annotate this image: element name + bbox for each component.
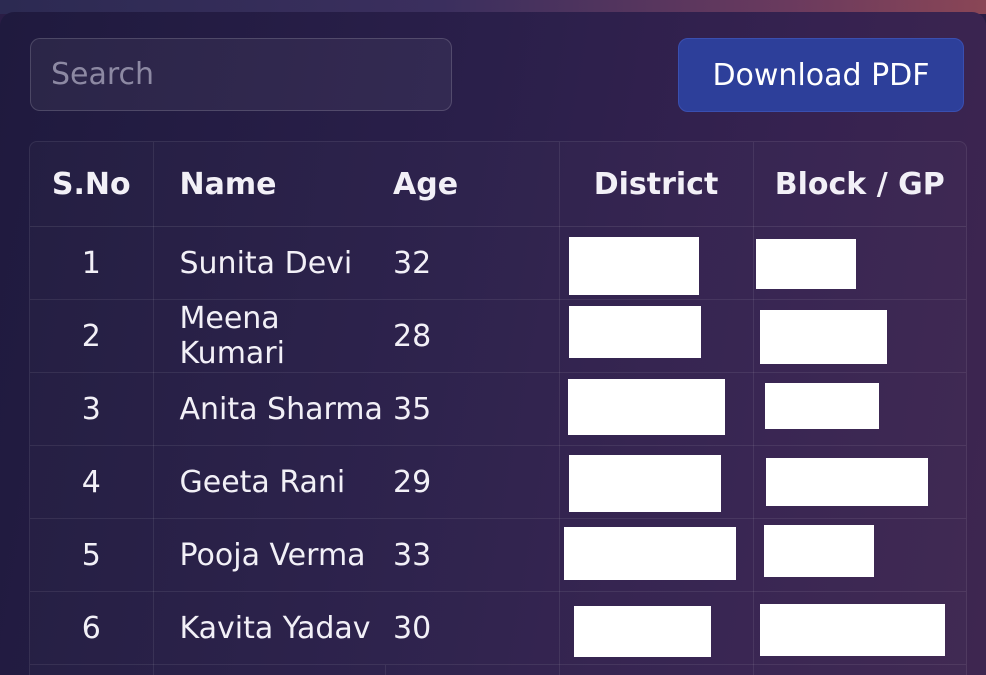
redaction-box xyxy=(573,606,711,657)
table-row: 6 Kavita Yadav 30 xyxy=(30,591,966,665)
cell-district xyxy=(559,445,754,519)
cell-district xyxy=(559,226,754,300)
redaction-box xyxy=(763,525,874,577)
cell-sno: 4 xyxy=(30,445,154,519)
top-gradient-strip xyxy=(0,0,986,14)
cell-name: Kavita Yadav xyxy=(153,591,385,665)
cell-age: 28 xyxy=(385,299,560,373)
cell-name: Meena Kumari xyxy=(153,299,385,373)
redaction-box xyxy=(567,379,725,435)
cell-block-gp xyxy=(753,591,966,665)
column-header-sno: S.No xyxy=(30,142,154,227)
cell-age: 33 xyxy=(385,518,560,592)
cell-district xyxy=(559,372,754,446)
cell-district xyxy=(559,591,754,665)
cell-age: 35 xyxy=(385,372,560,446)
cell-sno: 2 xyxy=(30,299,154,373)
redaction-box xyxy=(568,455,721,512)
table-row: 4 Geeta Rani 29 xyxy=(30,445,966,519)
redaction-box xyxy=(568,237,699,295)
cell-district xyxy=(559,299,754,373)
redaction-box xyxy=(759,310,887,364)
table-header-row: S.No Name Age District Block / GP xyxy=(30,142,966,227)
table-row: 1 Sunita Devi 32 xyxy=(30,226,966,300)
cell-block-gp xyxy=(753,445,966,519)
cell-empty xyxy=(753,665,966,675)
cell-empty xyxy=(559,664,754,675)
cell-empty xyxy=(385,664,560,675)
column-header-block-gp: Block / GP xyxy=(753,142,966,227)
cell-age: 29 xyxy=(385,445,560,519)
cell-age: 32 xyxy=(385,226,560,300)
records-table-container: S.No Name Age District Block / GP 1 Suni… xyxy=(29,141,967,675)
column-header-district: District xyxy=(559,142,754,227)
cell-sno: 5 xyxy=(30,518,154,592)
table-row: 2 Meena Kumari 28 xyxy=(30,299,966,373)
cell-name: Sunita Devi xyxy=(153,226,385,300)
redaction-box xyxy=(755,239,856,289)
redaction-box xyxy=(563,527,736,580)
download-pdf-button[interactable]: Download PDF xyxy=(678,38,964,112)
cell-block-gp xyxy=(753,299,966,373)
cell-sno: 3 xyxy=(30,372,154,446)
cell-district xyxy=(559,518,754,592)
table-row: 5 Pooja Verma 33 xyxy=(30,518,966,592)
cell-empty xyxy=(30,664,154,675)
cell-age: 30 xyxy=(385,591,560,665)
cell-sno: 1 xyxy=(30,226,154,300)
cell-block-gp xyxy=(753,372,966,446)
table-row: 3 Anita Sharma 35 xyxy=(30,372,966,446)
table-row-partial xyxy=(30,664,966,675)
redaction-box xyxy=(764,383,879,429)
cell-name: Geeta Rani xyxy=(153,445,385,519)
column-header-name: Name xyxy=(153,142,385,227)
cell-sno: 6 xyxy=(30,591,154,665)
redaction-box xyxy=(765,458,928,506)
cell-block-gp xyxy=(753,226,966,300)
cell-block-gp xyxy=(753,518,966,592)
cell-name: Anita Sharma xyxy=(153,372,385,446)
cell-empty xyxy=(153,664,386,675)
records-table: S.No Name Age District Block / GP 1 Suni… xyxy=(30,142,966,675)
redaction-box xyxy=(759,604,945,656)
column-header-age: Age xyxy=(385,142,560,227)
redaction-box xyxy=(568,306,701,358)
cell-name: Pooja Verma xyxy=(153,518,385,592)
search-input[interactable] xyxy=(30,38,452,111)
